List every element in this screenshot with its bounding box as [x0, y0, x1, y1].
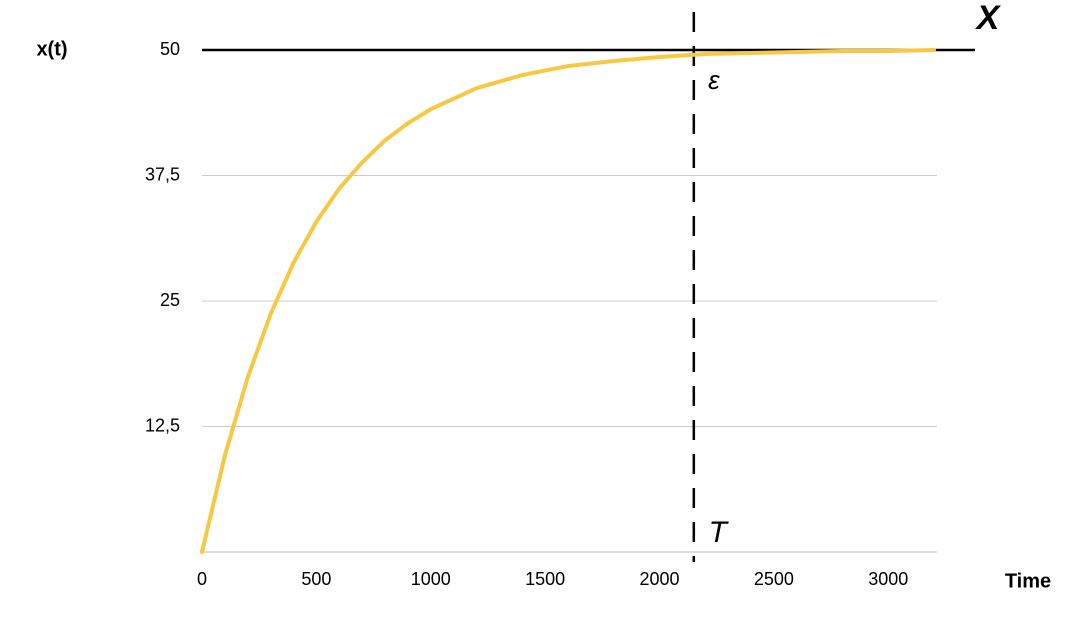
- epsilon-label: ε: [708, 65, 720, 95]
- y-tick-label: 37,5: [145, 164, 180, 184]
- x-tick-label: 1000: [411, 569, 451, 589]
- x-tick-label: 0: [197, 569, 207, 589]
- y-tick-label: 25: [160, 290, 180, 310]
- x-axis-label: Time: [1005, 570, 1051, 592]
- x-tick-label: 1500: [525, 569, 565, 589]
- y-axis-label: x(t): [36, 38, 67, 60]
- x-tick-label: 2000: [639, 569, 679, 589]
- asymptote-label: X: [975, 0, 1002, 37]
- x-tick-label: 500: [301, 569, 331, 589]
- threshold-label: T: [709, 516, 730, 549]
- x-tick-label: 3000: [868, 569, 908, 589]
- curve: [200, 48, 936, 554]
- y-tick-label: 50: [160, 39, 180, 59]
- x-tick-label: 2500: [754, 569, 794, 589]
- y-tick-label: 12,5: [145, 415, 180, 435]
